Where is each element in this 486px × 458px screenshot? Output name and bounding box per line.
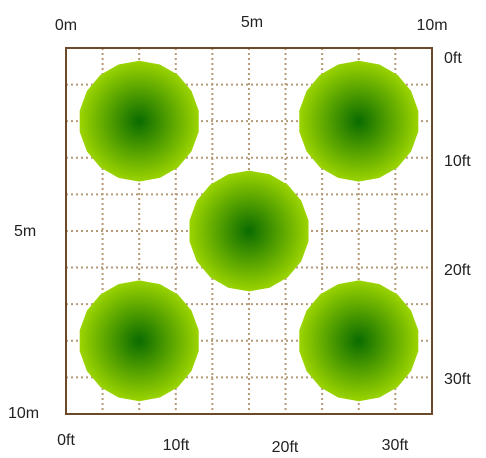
imperial-label-right-10: 10ft xyxy=(444,153,471,170)
imperial-label-right-0: 0ft xyxy=(444,50,462,67)
metric-label-top-5: 5m xyxy=(241,14,263,31)
metric-label-left-10: 10m xyxy=(8,405,39,422)
tree-bottom-right xyxy=(299,280,419,402)
tree-center xyxy=(189,170,309,292)
imperial-label-right-30: 30ft xyxy=(444,371,471,388)
trees xyxy=(79,60,419,402)
metric-label-top-0: 0m xyxy=(55,17,77,34)
tree-top-left xyxy=(79,60,199,182)
metric-label-left-5: 5m xyxy=(14,223,36,240)
imperial-label-bottom-0: 0ft xyxy=(57,432,75,449)
imperial-label-bottom-30: 30ft xyxy=(382,437,409,454)
imperial-label-right-20: 20ft xyxy=(444,262,471,279)
plot-border xyxy=(65,47,433,415)
imperial-label-bottom-10: 10ft xyxy=(163,437,190,454)
tree-bottom-left xyxy=(79,280,199,402)
tree-top-right xyxy=(299,60,419,182)
imperial-label-bottom-20: 20ft xyxy=(272,439,299,456)
metric-label-top-10: 10m xyxy=(416,17,447,34)
